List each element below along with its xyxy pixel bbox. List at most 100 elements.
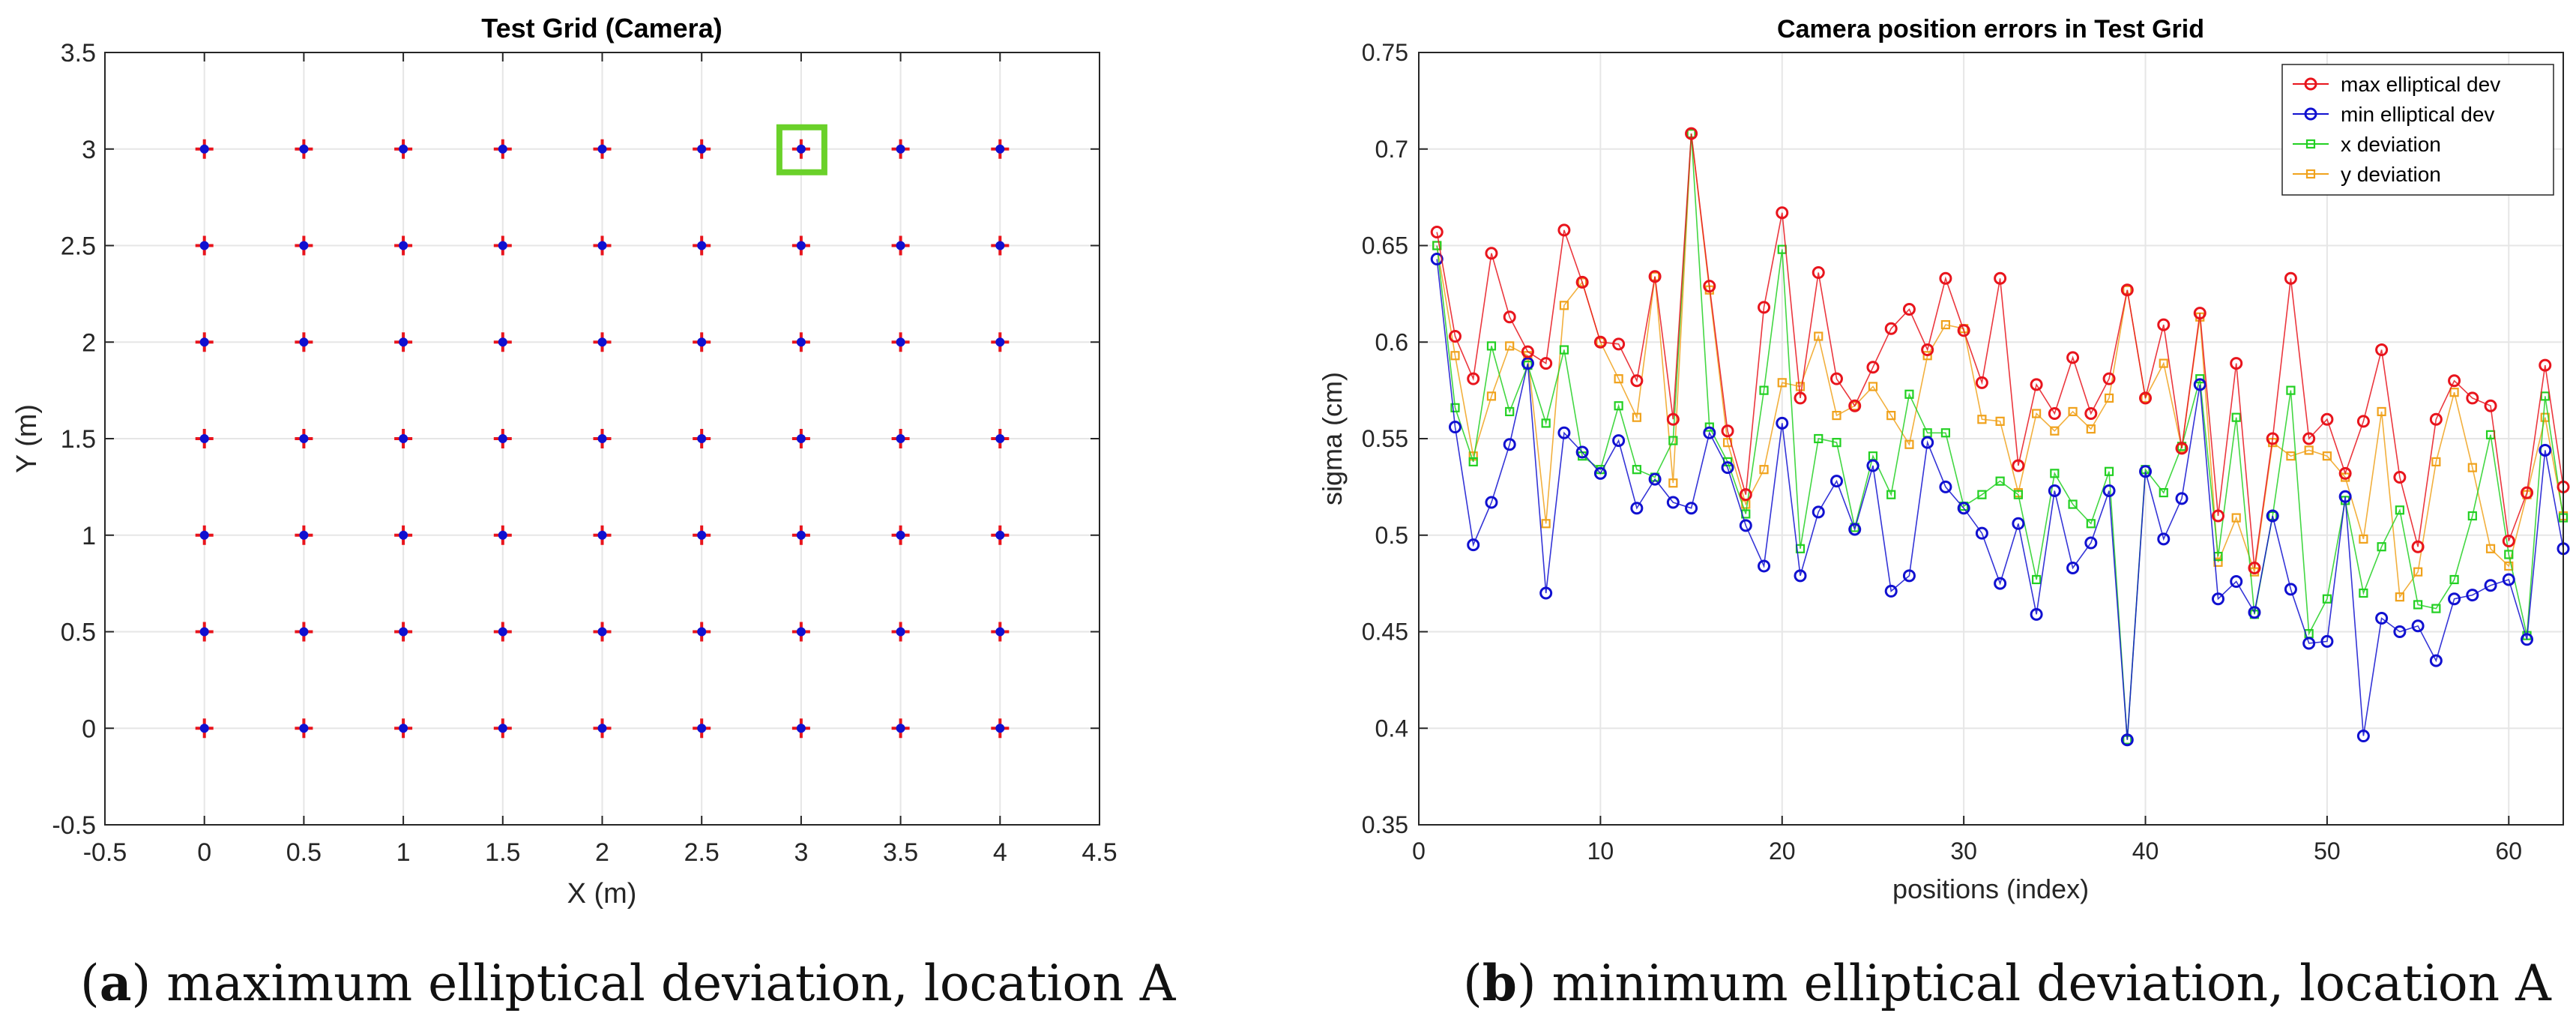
chart-a-point bbox=[195, 429, 214, 448]
chart-b-point-x-deviation bbox=[2395, 505, 2404, 515]
chart-b-xtick-label: 10 bbox=[1587, 838, 1614, 865]
chart-b-legend-label: max elliptical dev bbox=[2341, 73, 2500, 96]
chart-b-point-max-elliptical-dev bbox=[1485, 247, 1498, 260]
chart-b-ytick-label: 0.75 bbox=[1362, 39, 1408, 66]
chart-b-point-min-elliptical-dev bbox=[2284, 583, 2297, 596]
chart-b-point-y-deviation bbox=[1541, 519, 1551, 529]
chart-b-point-min-elliptical-dev bbox=[2139, 465, 2153, 478]
chart-b-ytick-label: 0.5 bbox=[1375, 522, 1408, 549]
chart-a-point bbox=[394, 718, 413, 739]
chart-b-point-min-elliptical-dev bbox=[2102, 484, 2116, 498]
chart-b-point-min-elliptical-dev bbox=[2120, 733, 2134, 747]
chart-b-point-min-elliptical-dev bbox=[2448, 592, 2461, 606]
chart-a-xlabel: X (m) bbox=[567, 878, 637, 910]
chart-b-point-y-deviation bbox=[2050, 426, 2060, 436]
chart-a-point bbox=[195, 622, 214, 642]
chart-b-point-y-deviation bbox=[2213, 557, 2223, 567]
chart-b-point-max-elliptical-dev bbox=[1539, 357, 1553, 370]
chart-b-point-min-elliptical-dev bbox=[1557, 426, 1571, 439]
chart-a-point bbox=[891, 718, 910, 739]
chart-b-point-x-deviation bbox=[1614, 401, 1623, 411]
chart-b-point-max-elliptical-dev bbox=[1448, 330, 1462, 343]
chart-a-highlight-box bbox=[776, 124, 827, 175]
chart-b-point-max-elliptical-dev bbox=[2466, 391, 2479, 405]
chart-b-point-min-elliptical-dev bbox=[1957, 502, 1970, 515]
chart-a-point bbox=[195, 332, 214, 352]
chart-a-point bbox=[991, 718, 1010, 739]
caption-a-letter-wrap: (a) bbox=[80, 954, 151, 1012]
chart-b-point-min-elliptical-dev bbox=[2393, 625, 2407, 638]
chart-b-point-min-elliptical-dev bbox=[2248, 606, 2261, 619]
chart-a-point bbox=[295, 718, 313, 739]
chart-b-legend-entry-y-deviation: y deviation bbox=[2293, 163, 2441, 186]
chart-a-point bbox=[493, 235, 512, 256]
caption-b: (b) minimum elliptical deviation, locati… bbox=[1463, 954, 2551, 1012]
chart-b-point-min-elliptical-dev bbox=[2193, 378, 2207, 391]
caption-a: (a) maximum elliptical deviation, locati… bbox=[80, 954, 1175, 1012]
chart-b-point-min-elliptical-dev bbox=[2048, 484, 2061, 498]
chart-b-point-max-elliptical-dev bbox=[1521, 345, 1534, 358]
chart-b-point-max-elliptical-dev bbox=[2012, 459, 2025, 472]
chart-b-point-x-deviation bbox=[2359, 588, 2368, 598]
chart-b-point-min-elliptical-dev bbox=[2030, 607, 2043, 621]
chart-b-point-min-elliptical-dev bbox=[2066, 562, 2080, 575]
chart-b-point-y-deviation bbox=[1450, 351, 1460, 361]
chart-b-point-y-deviation bbox=[1614, 374, 1623, 384]
chart-b-point-y-deviation bbox=[1559, 301, 1569, 310]
chart-b-point-x-deviation bbox=[1995, 476, 2005, 486]
chart-b-point-min-elliptical-dev bbox=[1902, 569, 1916, 583]
chart-b-point-y-deviation bbox=[1814, 331, 1824, 341]
caption-b-letter-wrap: (b) bbox=[1463, 954, 1536, 1012]
chart-b-point-max-elliptical-dev bbox=[2048, 407, 2061, 421]
chart-b-point-min-elliptical-dev bbox=[1666, 496, 1680, 509]
chart-b-point-max-elliptical-dev bbox=[1467, 372, 1480, 385]
chart-a-point bbox=[693, 718, 711, 739]
chart-b-point-y-deviation bbox=[2304, 445, 2314, 455]
chart-a-point bbox=[991, 429, 1010, 448]
chart-b-point-min-elliptical-dev bbox=[1630, 502, 1644, 515]
caption-b-text: minimum elliptical deviation, location A bbox=[1551, 955, 2551, 1012]
chart-b-point-max-elliptical-dev bbox=[1630, 374, 1644, 388]
chart-a-point bbox=[195, 139, 214, 159]
chart-b-point-y-deviation bbox=[2485, 544, 2496, 553]
chart-b-point-min-elliptical-dev bbox=[1848, 523, 1862, 536]
chart-b-xtick-label: 30 bbox=[1950, 838, 1977, 865]
chart-b-point-y-deviation bbox=[1940, 319, 1951, 330]
chart-b-series-max-elliptical-dev bbox=[1430, 127, 2570, 575]
chart-b-point-max-elliptical-dev bbox=[1739, 488, 1752, 502]
chart-b-point-max-elliptical-dev bbox=[1703, 280, 1716, 293]
chart-a-point bbox=[791, 718, 810, 739]
chart-b-point-x-deviation bbox=[1940, 428, 1951, 438]
chart-a-ytick-label: 2.5 bbox=[61, 232, 96, 261]
chart-a-point bbox=[394, 235, 413, 256]
chart-b-point-y-deviation bbox=[2413, 567, 2423, 577]
chart-b-point-max-elliptical-dev bbox=[2411, 540, 2425, 553]
chart-a-ytick-label: 1 bbox=[82, 522, 96, 550]
chart-b-point-x-deviation bbox=[2322, 594, 2332, 604]
chart-b-point-y-deviation bbox=[1505, 341, 1515, 351]
chart-b-point-max-elliptical-dev bbox=[2139, 391, 2153, 405]
chart-b-line-min-elliptical-dev bbox=[1436, 259, 2564, 740]
chart-b-point-max-elliptical-dev bbox=[2066, 351, 2080, 364]
chart-b-point-min-elliptical-dev bbox=[2429, 654, 2443, 667]
chart-b-point-x-deviation bbox=[1759, 385, 1769, 395]
chart-a-xtick-label: 0.5 bbox=[286, 838, 322, 867]
chart-b-point-y-deviation bbox=[1904, 439, 1914, 449]
chart-b-point-max-elliptical-dev bbox=[2320, 412, 2334, 426]
chart-a-point bbox=[593, 235, 612, 256]
chart-b-point-max-elliptical-dev bbox=[2230, 357, 2243, 370]
chart-b-point-max-elliptical-dev bbox=[1557, 223, 1571, 237]
chart-a-point bbox=[493, 718, 512, 739]
chart-b-point-min-elliptical-dev bbox=[2356, 730, 2370, 743]
chart-b-point-min-elliptical-dev bbox=[2157, 532, 2171, 546]
chart-b-point-max-elliptical-dev bbox=[1593, 335, 1607, 349]
chart-b-point-max-elliptical-dev bbox=[1975, 376, 1988, 389]
chart-b-ytick-label: 0.35 bbox=[1362, 811, 1408, 838]
chart-b-point-max-elliptical-dev bbox=[1921, 343, 1934, 357]
chart-a-point bbox=[693, 525, 711, 545]
chart-b-point-max-elliptical-dev bbox=[1884, 322, 1898, 335]
chart-b-point-x-deviation bbox=[2431, 604, 2441, 613]
chart-b-xtick-label: 40 bbox=[2132, 838, 2159, 865]
chart-a-ylabel: Y (m) bbox=[11, 404, 43, 473]
chart-b-ytick-label: 0.65 bbox=[1362, 232, 1408, 259]
